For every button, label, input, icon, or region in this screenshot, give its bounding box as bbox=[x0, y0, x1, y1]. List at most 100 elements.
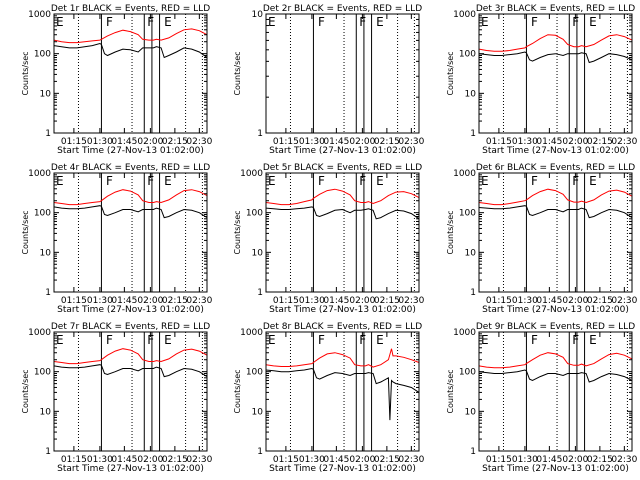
y-tick-label: 1 bbox=[470, 447, 476, 457]
y-tick-label: 1000 bbox=[240, 328, 263, 338]
x-axis-label: Start Time (27-Nov-13 01:02:00) bbox=[57, 464, 204, 474]
x-tick-label: 01:30 bbox=[299, 296, 325, 306]
x-tick-label: 01:15 bbox=[486, 137, 512, 147]
series-line-0 bbox=[478, 188, 633, 206]
panel-title: Det 8r BLACK = Events, RED = LLD bbox=[263, 322, 422, 332]
y-tick-label: 100 bbox=[459, 368, 476, 378]
x-tick-label: 01:15 bbox=[61, 296, 87, 306]
y-axis-label: Counts/sec bbox=[446, 369, 455, 413]
x-tick-label: 01:45 bbox=[111, 296, 137, 306]
x-tick-label: 02:15 bbox=[374, 137, 400, 147]
x-tick-label: 02:15 bbox=[587, 296, 613, 306]
x-tick-label: 01:45 bbox=[323, 296, 349, 306]
x-tick-label: 02:30 bbox=[398, 455, 424, 465]
flag-label: F bbox=[318, 174, 325, 188]
x-tick-label: 02:00 bbox=[137, 296, 163, 306]
plot-frame bbox=[478, 13, 633, 134]
panel-title: Det 4r BLACK = Events, RED = LLD bbox=[51, 163, 210, 173]
flag-label: F bbox=[359, 174, 366, 188]
x-tick-label: 01:30 bbox=[299, 455, 325, 465]
flag-label: F bbox=[572, 174, 579, 188]
flag-label: F bbox=[106, 333, 113, 347]
flag-label: F bbox=[572, 15, 579, 29]
x-tick-label: 01:30 bbox=[87, 137, 113, 147]
x-tick-label: 01:30 bbox=[512, 137, 538, 147]
y-axis-label: Counts/sec bbox=[21, 210, 30, 254]
y-tick-label: 100 bbox=[459, 50, 476, 60]
flag-label: E bbox=[589, 174, 597, 188]
x-tick-label: 01:30 bbox=[512, 296, 538, 306]
flag-label: F bbox=[147, 174, 154, 188]
flag-label: E bbox=[268, 333, 276, 347]
x-tick-label: 02:00 bbox=[137, 455, 163, 465]
panel-title: Det 9r BLACK = Events, RED = LLD bbox=[476, 322, 635, 332]
x-tick-label: 02:30 bbox=[611, 137, 637, 147]
x-tick-label: 02:00 bbox=[349, 296, 375, 306]
y-tick-label: 100 bbox=[34, 50, 51, 60]
y-tick-label: 10 bbox=[465, 89, 477, 99]
y-tick-label: 1000 bbox=[28, 169, 51, 179]
y-tick-label: 100 bbox=[34, 368, 51, 378]
flag-label: F bbox=[359, 15, 366, 29]
x-tick-label: 02:00 bbox=[562, 455, 588, 465]
series-line-0 bbox=[265, 188, 420, 206]
x-tick-label: 01:45 bbox=[323, 455, 349, 465]
y-tick-label: 1 bbox=[45, 129, 51, 139]
series-line-0 bbox=[478, 352, 633, 369]
series-line-1 bbox=[478, 369, 633, 383]
x-tick-label: 02:30 bbox=[611, 296, 637, 306]
flag-label: F bbox=[318, 15, 325, 29]
flag-label: E bbox=[164, 333, 172, 347]
y-tick-label: 1000 bbox=[453, 10, 476, 20]
y-tick-label: 10 bbox=[252, 407, 264, 417]
flag-label: F bbox=[531, 333, 538, 347]
series-line-0 bbox=[53, 28, 208, 44]
x-tick-label: 02:00 bbox=[562, 296, 588, 306]
plot-frame bbox=[265, 331, 420, 452]
y-tick-label: 1000 bbox=[453, 169, 476, 179]
y-axis-label: Counts/sec bbox=[21, 369, 30, 413]
y-tick-label: 1 bbox=[470, 288, 476, 298]
y-tick-label: 1 bbox=[257, 288, 263, 298]
x-tick-label: 01:45 bbox=[536, 137, 562, 147]
x-axis-label: Start Time (27-Nov-13 01:02:00) bbox=[482, 464, 629, 474]
y-axis-label: Counts/sec bbox=[233, 51, 242, 95]
x-tick-label: 02:30 bbox=[186, 137, 212, 147]
y-tick-label: 1 bbox=[45, 288, 51, 298]
flag-label: F bbox=[147, 15, 154, 29]
x-tick-label: 02:15 bbox=[587, 455, 613, 465]
y-tick-label: 100 bbox=[34, 209, 51, 219]
x-tick-label: 02:30 bbox=[186, 455, 212, 465]
x-axis-label: Start Time (27-Nov-13 01:02:00) bbox=[57, 146, 204, 156]
x-tick-label: 02:15 bbox=[374, 455, 400, 465]
x-tick-label: 01:30 bbox=[87, 296, 113, 306]
series-line-0 bbox=[265, 348, 420, 368]
flag-label: F bbox=[531, 174, 538, 188]
x-tick-label: 02:15 bbox=[587, 137, 613, 147]
series-line-0 bbox=[478, 34, 633, 52]
flag-label: E bbox=[268, 15, 276, 29]
y-tick-label: 100 bbox=[246, 209, 263, 219]
x-tick-label: 02:00 bbox=[137, 137, 163, 147]
x-axis-label: Start Time (27-Nov-13 01:02:00) bbox=[57, 305, 204, 315]
x-tick-label: 02:30 bbox=[398, 137, 424, 147]
x-tick-label: 01:45 bbox=[111, 455, 137, 465]
x-tick-label: 01:15 bbox=[61, 455, 87, 465]
plot-frame bbox=[53, 331, 208, 452]
y-axis-label: Counts/sec bbox=[21, 51, 30, 95]
flag-label: F bbox=[359, 333, 366, 347]
flag-label: E bbox=[56, 174, 64, 188]
x-tick-label: 02:30 bbox=[611, 455, 637, 465]
y-tick-label: 10 bbox=[40, 248, 52, 258]
flag-label: E bbox=[481, 174, 489, 188]
x-axis-label: Start Time (27-Nov-13 01:02:00) bbox=[482, 305, 629, 315]
y-tick-label: 1 bbox=[257, 129, 263, 139]
